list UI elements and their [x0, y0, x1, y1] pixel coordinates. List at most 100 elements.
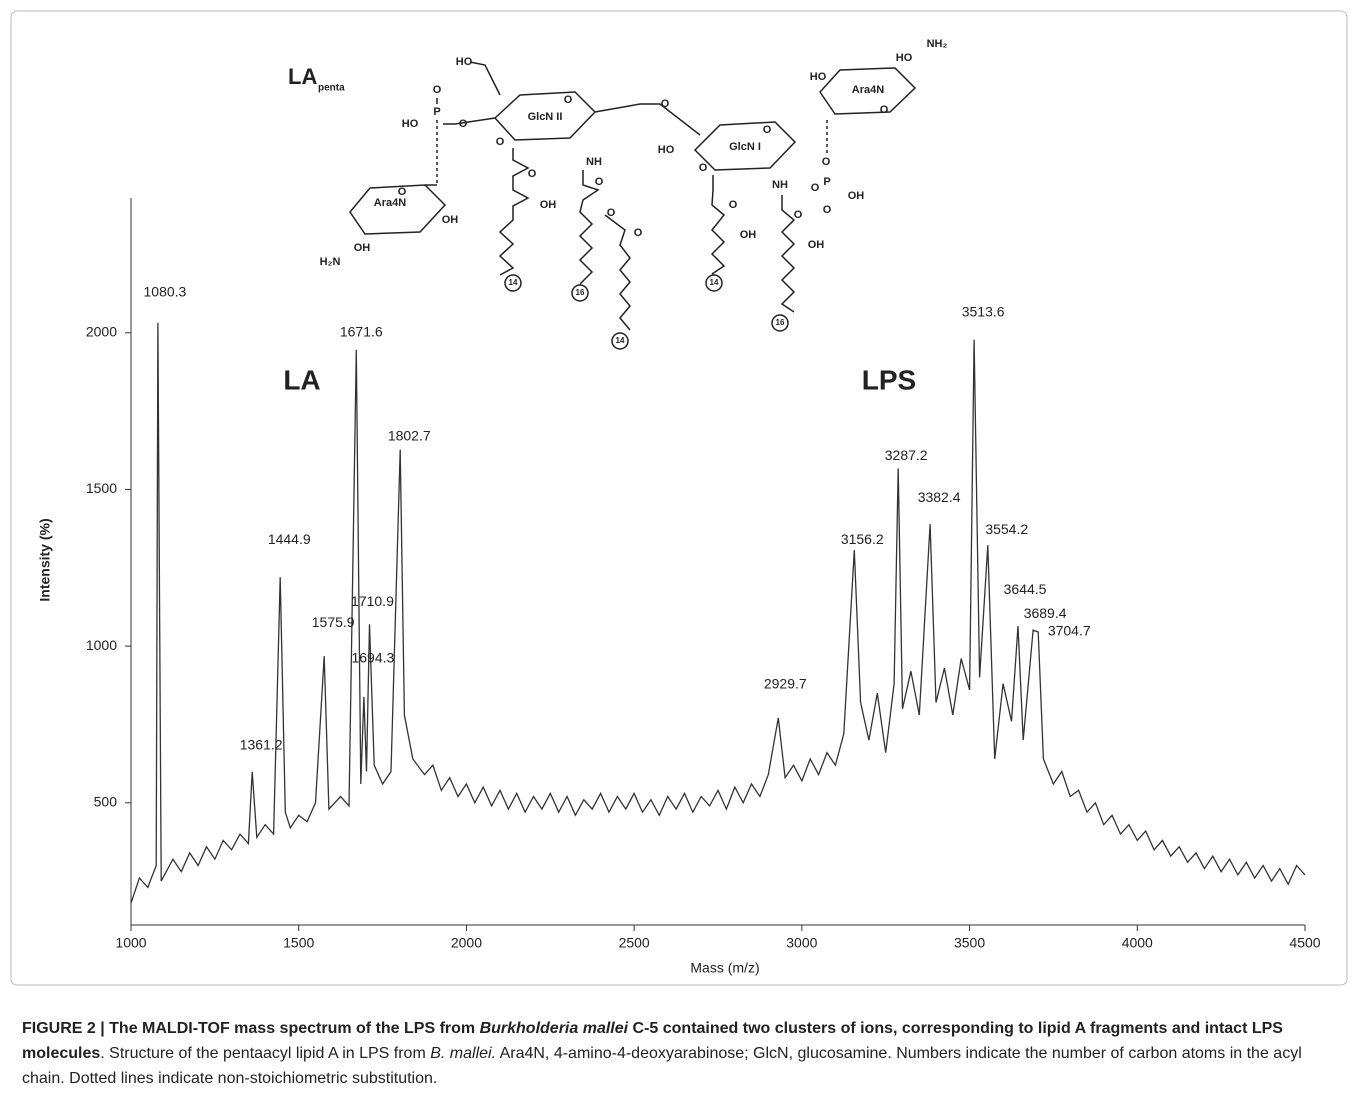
bond — [443, 117, 496, 125]
structure-label: NH — [772, 179, 788, 191]
y-tick-label: 1500 — [86, 480, 117, 496]
structure-label: O — [699, 162, 708, 174]
structure-label: O — [496, 136, 505, 148]
structure-subscript: penta — [318, 83, 345, 94]
acyl-chain — [578, 170, 600, 285]
structure-label: O — [822, 156, 831, 168]
x-tick-label: 4000 — [1122, 935, 1153, 951]
peak-label: 3513.6 — [962, 303, 1005, 319]
y-tick-label: 1000 — [86, 637, 117, 653]
caption-text: Burkholderia mallei — [479, 1020, 629, 1037]
carbon-count-circle — [611, 332, 629, 350]
caption-text: Ara4N, 4-amino-4-deoxyarabinose; GlcN, g… — [22, 1045, 1302, 1087]
caption-text: C-5 contained two clusters of ions, corr… — [22, 1020, 1283, 1062]
structure-label: HO — [402, 118, 419, 130]
x-tick-label: 2000 — [451, 935, 482, 951]
x-tick-label: 3000 — [786, 935, 817, 951]
structure-label: O — [823, 204, 832, 216]
structure-label: OH — [442, 214, 459, 226]
figure-frame — [10, 10, 1348, 986]
structure-label: OH — [354, 242, 371, 254]
structure-label: OH — [848, 190, 865, 202]
caption-text: . Structure of the pentaacyl lipid A in … — [100, 1045, 431, 1062]
ring-glcn1 — [693, 121, 797, 171]
acyl-chain — [710, 175, 726, 275]
caption: FIGURE 2 | The MALDI-TOF mass spectrum o… — [22, 1016, 1342, 1091]
structure-label: NH₂ — [927, 38, 948, 50]
structure-label: HO — [658, 144, 675, 156]
y-axis-label: Intensity (%) — [37, 518, 53, 601]
x-tick-label: 1000 — [115, 935, 146, 951]
structure-label: P — [823, 176, 830, 188]
structure-label: HO — [456, 56, 473, 68]
bond — [469, 61, 501, 96]
x-tick-label: 3500 — [954, 935, 985, 951]
bond — [594, 103, 701, 136]
acyl-chain — [498, 148, 530, 276]
acyl-chain — [604, 214, 631, 331]
structure-label: H₂N — [320, 256, 341, 268]
peak-label: 1361.2 — [240, 736, 283, 752]
carbon-count-circle — [705, 274, 723, 292]
carbon-count-circle — [571, 284, 589, 302]
structure-label: O — [595, 176, 604, 188]
peak-label: 1444.9 — [268, 531, 311, 547]
structure-label: 14 — [616, 336, 625, 345]
structure-label: O — [880, 104, 889, 116]
peak-label: 3689.4 — [1024, 605, 1067, 621]
structure-drawing — [349, 61, 917, 350]
structure-label: O — [398, 186, 407, 198]
x-tick-label: 1500 — [283, 935, 314, 951]
structure-label: 14 — [710, 278, 719, 287]
structure-label: Ara4N — [374, 197, 406, 209]
structure-label: P — [433, 106, 440, 118]
peak-label: 1802.7 — [388, 427, 431, 443]
structure-label: O — [729, 199, 738, 211]
structure-label: 16 — [576, 288, 585, 297]
figure: LA penta Intensity (%) Mass (m/z) 500 100… — [10, 10, 1348, 986]
structure-label: O — [634, 227, 643, 239]
peak-label: 3156.2 — [841, 531, 884, 547]
peak-label: 1080.3 — [144, 283, 187, 299]
y-tick-label: 2000 — [86, 323, 117, 339]
peak-label: 1694.3 — [351, 650, 394, 666]
structure-label: OH — [740, 229, 757, 241]
carbon-count-circle — [504, 274, 522, 292]
x-axis-label: Mass (m/z) — [690, 960, 759, 976]
caption-text: B. mallei. — [430, 1045, 497, 1062]
peak-label: 3287.2 — [885, 447, 928, 463]
peak-label: 3704.7 — [1048, 623, 1091, 639]
structure-title: LA — [288, 64, 317, 89]
ring-ara-left — [349, 184, 447, 235]
peak-label: 3382.4 — [918, 489, 961, 505]
structure-label: O — [459, 118, 468, 130]
structure-label: 16 — [776, 318, 785, 327]
structure-label: O — [528, 168, 537, 180]
structure-label: O — [433, 84, 442, 96]
structure-label: HO — [896, 52, 913, 64]
spectrum-line — [130, 322, 1306, 904]
carbon-count-circle — [771, 314, 789, 332]
structure-label: GlcN I — [729, 141, 761, 153]
peak-label: 1575.9 — [312, 614, 355, 630]
peak-label: 1671.6 — [340, 323, 383, 339]
structure-label: O — [607, 207, 616, 219]
structure-label: OH — [540, 199, 557, 211]
peak-label: 3554.2 — [985, 521, 1028, 537]
structure-label: HO — [810, 71, 827, 83]
structure-label: O — [564, 94, 573, 106]
cluster-label: LPS — [862, 364, 916, 395]
x-tick-label: 4500 — [1289, 935, 1320, 951]
y-tick-label: 500 — [94, 793, 118, 809]
structure-label: 14 — [509, 278, 518, 287]
structure-label: NH — [586, 156, 602, 168]
cluster-label: LA — [283, 364, 320, 395]
peak-label: 2929.7 — [764, 676, 807, 692]
structure-label: GlcN II — [528, 111, 563, 123]
x-tick-label: 2500 — [619, 935, 650, 951]
caption-text: FIGURE 2 | The MALDI-TOF mass spectrum o… — [22, 1020, 1283, 1062]
caption-text: FIGURE 2 | The MALDI-TOF mass spectrum o… — [22, 1020, 480, 1037]
acyl-chain — [780, 195, 796, 313]
ring-ara-right — [819, 67, 917, 115]
